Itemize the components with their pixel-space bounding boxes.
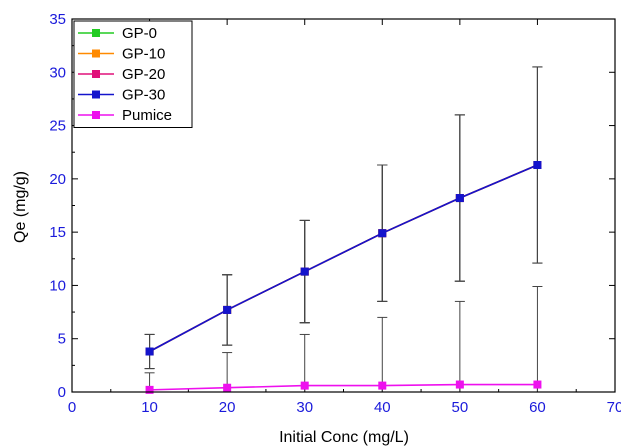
x-tick-label: 40: [374, 399, 391, 416]
series-gp-0: [144, 66, 543, 370]
data-point: [145, 347, 154, 356]
legend-label: GP-20: [122, 66, 165, 83]
data-point: [145, 385, 154, 394]
legend-label: GP-10: [122, 46, 165, 63]
data-point: [455, 194, 464, 203]
series-line: [149, 164, 538, 353]
y-tick-label: 5: [58, 331, 66, 348]
series-pumice: [144, 285, 543, 394]
data-point: [455, 380, 464, 389]
legend-swatch-marker: [92, 70, 100, 78]
x-tick-label: 20: [219, 399, 236, 416]
series-gp-10: [144, 66, 543, 370]
legend: GP-0 GP-10 GP-20 GP-30 Pumice: [73, 20, 193, 128]
legend-box: [73, 20, 193, 128]
data-point: [378, 229, 387, 238]
data-point: [223, 305, 232, 314]
y-tick-label: 0: [58, 384, 66, 401]
y-tick-label: 10: [49, 277, 66, 294]
y-axis-title: Qe (mg/g): [12, 171, 29, 243]
y-tick-label: 20: [49, 171, 66, 188]
series-gp-30: [144, 66, 543, 370]
plot-border: [71, 18, 616, 393]
data-point: [300, 381, 309, 390]
y-tick-label: 15: [49, 224, 66, 241]
y-tick-label: 30: [49, 64, 66, 81]
series-gp-20: [144, 66, 543, 370]
legend-label: GP-0: [122, 25, 157, 42]
x-tick-label: 0: [68, 399, 76, 416]
data-point: [378, 381, 387, 390]
x-tick-label: 60: [529, 399, 546, 416]
legend-swatch-marker: [92, 49, 100, 58]
x-tick-label: 10: [141, 399, 158, 416]
x-tick-label: 30: [296, 399, 313, 416]
legend-swatch-marker: [92, 111, 100, 119]
y-axis-ticks: 0 5 10 15 20 25 30 35: [49, 11, 615, 401]
series-line: [149, 164, 538, 353]
y-tick-label: 25: [49, 118, 66, 135]
legend-label: GP-30: [122, 87, 165, 104]
data-point: [533, 161, 542, 170]
series-line: [149, 383, 538, 391]
x-tick-label: 70: [607, 399, 621, 416]
data-point: [300, 267, 309, 276]
legend-swatch-marker: [92, 90, 100, 99]
y-tick-label: 35: [49, 11, 66, 28]
x-axis-title: Initial Conc (mg/L): [279, 429, 409, 446]
plot-frame: [71, 18, 616, 393]
data-point: [533, 380, 542, 389]
legend-swatch-marker: [92, 29, 100, 37]
series-line: [149, 164, 538, 353]
series-line: [149, 164, 538, 353]
legend-label: Pumice: [122, 107, 172, 124]
x-tick-label: 50: [452, 399, 469, 416]
plot-area: [144, 66, 543, 394]
data-point: [223, 383, 232, 392]
